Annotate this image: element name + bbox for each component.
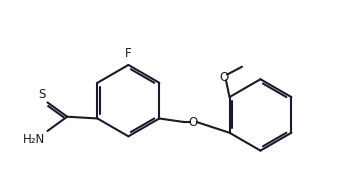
Text: S: S	[38, 88, 46, 101]
Text: O: O	[189, 116, 198, 128]
Text: O: O	[220, 71, 229, 84]
Text: F: F	[125, 47, 132, 60]
Text: H₂N: H₂N	[22, 133, 45, 146]
